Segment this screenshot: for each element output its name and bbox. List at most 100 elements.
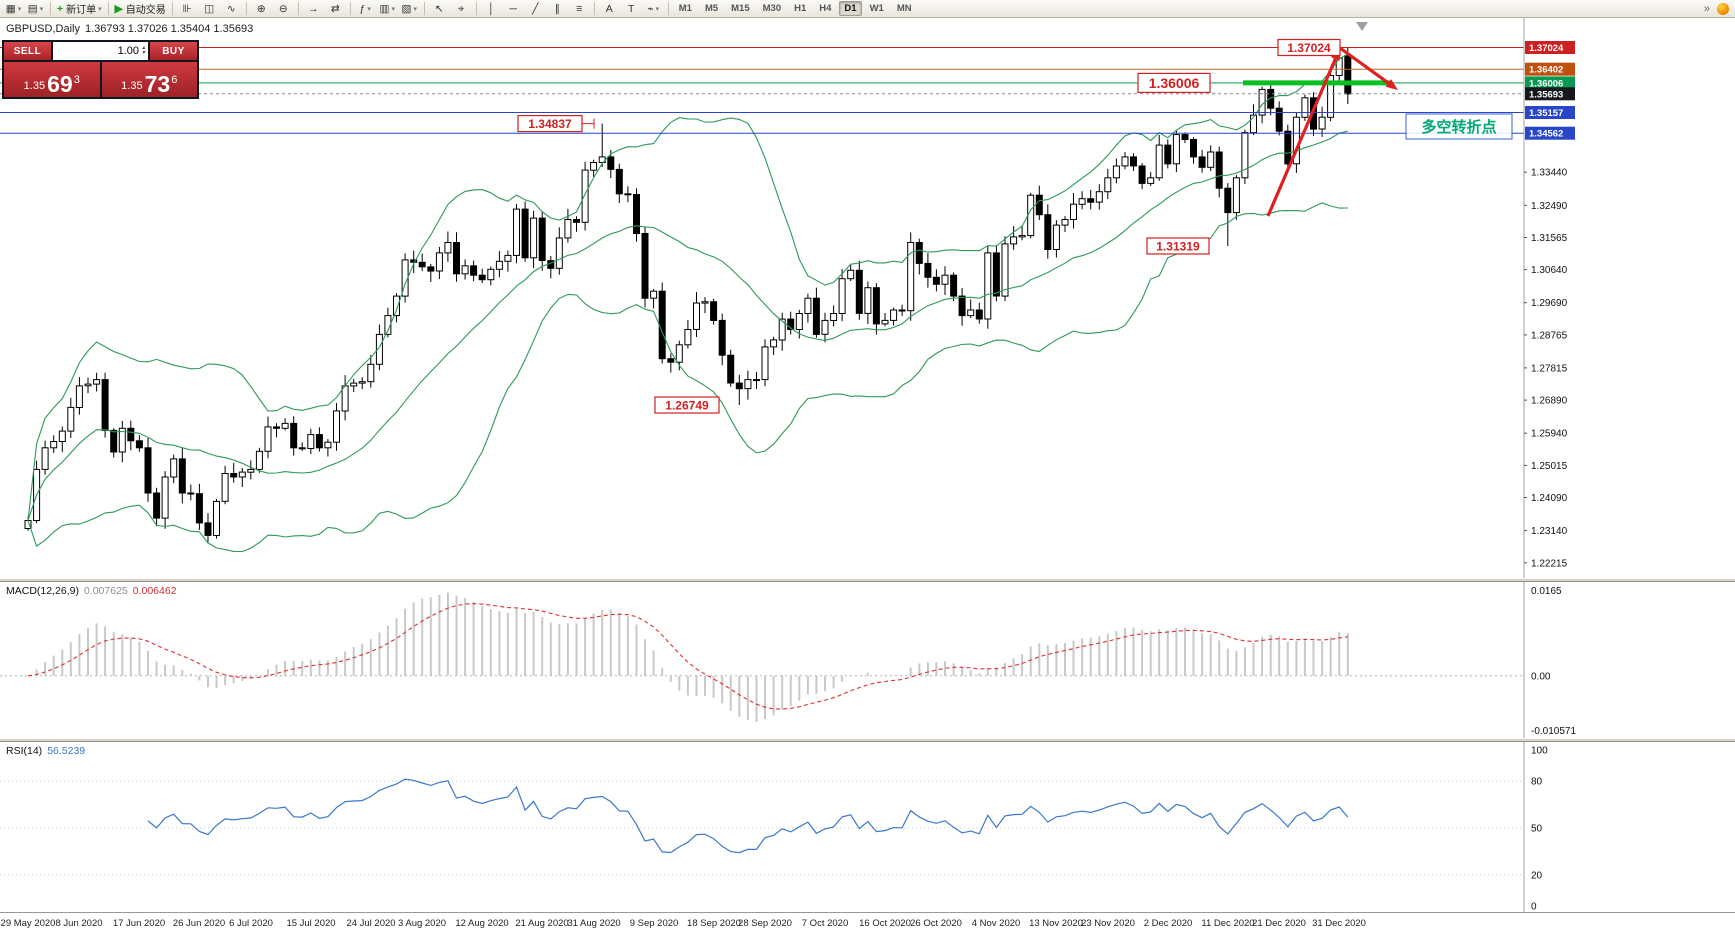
candlestick-chart-button[interactable]: ◫ xyxy=(199,1,220,16)
bar-chart-button[interactable]: ⊪ xyxy=(177,1,198,16)
equidistant-channel-button[interactable]: ∥ xyxy=(547,1,568,16)
text-label-button[interactable]: T xyxy=(621,1,642,16)
chevron-down-icon[interactable]: ▾ xyxy=(17,5,22,13)
autotrading-button[interactable]: ▶ 自动交易 xyxy=(113,1,168,17)
date-tick-label: 18 Sep 2020 xyxy=(687,918,741,929)
bollinger-bands xyxy=(27,53,1349,553)
bollinger-upper-line xyxy=(27,53,1349,521)
price-callout-label[interactable]: 1.36006 xyxy=(1137,72,1211,94)
account-avatar-icon[interactable] xyxy=(1717,2,1729,15)
toolbar-overflow-icon[interactable]: » xyxy=(1703,2,1710,15)
date-tick-label: 2 Dec 2020 xyxy=(1143,918,1193,929)
price-axis-tag: 1.35693 xyxy=(1525,87,1575,101)
date-tick-label: 26 Jun 2020 xyxy=(172,918,226,929)
chevron-down-icon[interactable]: ▾ xyxy=(98,5,102,13)
volume-field[interactable]: 1.00 ▴ ▾ xyxy=(53,42,148,60)
zoom-out-button[interactable]: ⊖ xyxy=(273,1,294,16)
timeframe-m1-button[interactable]: M1 xyxy=(678,3,692,14)
svg-text:1.37024: 1.37024 xyxy=(1529,43,1564,54)
chevron-down-icon[interactable]: ▾ xyxy=(391,5,395,13)
bid-price[interactable]: 1.35 69 3 xyxy=(4,62,100,97)
new-order-button[interactable]: + 新订单 ▾ xyxy=(55,1,104,17)
chevron-down-icon[interactable]: ▾ xyxy=(367,5,371,13)
chart-shift-button[interactable]: ⇄ xyxy=(325,1,346,16)
date-tick-label: 31 Dec 2020 xyxy=(1312,918,1366,929)
new-chart-button[interactable]: ▦ ▾ xyxy=(3,1,24,16)
timeframe-m15-button[interactable]: M15 xyxy=(731,3,750,14)
time-axis[interactable]: 29 May 2020 8 Jun 2020 17 Jun 2020 26 Jun 2… xyxy=(0,912,1735,944)
crosshair-button[interactable]: ⌖ xyxy=(451,1,472,16)
date-tick-label: 12 Aug 2020 xyxy=(455,918,509,929)
line-chart-button[interactable]: ∿ xyxy=(221,1,242,16)
auto-scroll-button[interactable]: → xyxy=(303,1,324,16)
rsi-panel-canvas[interactable]: 100 80 50 20 0 xyxy=(0,742,1735,912)
timeframe-m30-button[interactable]: M30 xyxy=(762,3,782,14)
volume-down-icon[interactable]: ▾ xyxy=(141,50,145,56)
date-tick-label: 24 Jul 2020 xyxy=(346,918,396,929)
chart-shift-marker[interactable] xyxy=(1356,22,1368,31)
svg-text:1.34837: 1.34837 xyxy=(528,117,572,131)
svg-text:1.33440: 1.33440 xyxy=(1531,168,1568,179)
timeframe-w1-button[interactable]: W1 xyxy=(869,3,884,14)
price-axis[interactable]: 1.33440 1.32490 1.31565 1.30640 1.29690 1.287… xyxy=(1523,18,1575,578)
date-tick-label: 21 Dec 2020 xyxy=(1252,918,1306,929)
text-label-icon: T xyxy=(628,2,635,15)
svg-text:1.36006: 1.36006 xyxy=(1149,75,1200,91)
profiles-button[interactable]: ▤ ▾ xyxy=(25,1,46,16)
chevron-down-icon[interactable]: ▾ xyxy=(413,5,417,13)
arrows-icon: ⌁ xyxy=(647,2,654,15)
main-chart-canvas[interactable]: 1.37024 1.36006 1.34837 1.31319 1.26749 多空转折点… xyxy=(0,18,1735,578)
indicators-list-button[interactable]: ƒ ▾ xyxy=(355,1,376,16)
timeframe-m5-button[interactable]: M5 xyxy=(704,3,719,14)
rsi-axis[interactable]: 100 80 50 20 0 xyxy=(1523,742,1548,912)
toolbar-separator xyxy=(107,2,109,15)
timeframe-h1-button[interactable]: H1 xyxy=(794,3,807,14)
horizontal-line-icon: ─ xyxy=(509,2,517,15)
volume-stepper[interactable]: ▴ ▾ xyxy=(141,45,145,56)
cursor-button[interactable]: ↖ xyxy=(429,1,450,16)
volume-up-icon[interactable]: ▴ xyxy=(141,45,145,51)
price-axis-tag: 1.36402 xyxy=(1525,62,1575,76)
text-icon: A xyxy=(605,2,613,15)
timeframe-d1-button[interactable]: D1 xyxy=(839,1,862,16)
ask-price[interactable]: 1.35 73 6 xyxy=(101,62,197,97)
rsi-line xyxy=(147,778,1349,854)
fibonacci-button[interactable]: ≡ xyxy=(569,1,590,16)
macd-axis[interactable]: 0.0165 0.00 -0.010571 xyxy=(1523,582,1576,738)
price-callout-label[interactable]: 1.26749 xyxy=(654,396,720,414)
chart-title: GBPUSD,Daily 1.36793 1.37026 1.35404 1.35… xyxy=(6,23,258,35)
trend-arrow[interactable] xyxy=(1339,46,1398,90)
svg-text:1.26749: 1.26749 xyxy=(665,398,709,412)
price-callout-label[interactable]: 1.31319 xyxy=(1146,237,1210,255)
date-tick-label: 7 Oct 2020 xyxy=(801,918,849,929)
period-list-button[interactable]: ▥ ▾ xyxy=(377,1,398,16)
panel-separator[interactable] xyxy=(0,578,1735,582)
svg-text:1.23140: 1.23140 xyxy=(1531,526,1568,537)
toolbar: ▦ ▾ ▤ ▾ + 新订单 ▾ ▶ 自动交易 ⊪ ◫ ∿ ⊕ ⊖ → ⇄ ƒ ▾ ▥ ▾ ▧ ▾ ↖ ⌖ │ ─ ╱ ∥ ≡ A T ⌁ ▾ M1… xyxy=(0,0,1735,18)
date-tick-label: 28 Sep 2020 xyxy=(738,918,792,929)
timeframe-h4-button[interactable]: H4 xyxy=(819,3,832,14)
buy-button[interactable]: BUY xyxy=(150,42,197,60)
chevron-down-icon[interactable]: ▾ xyxy=(655,5,660,13)
chevron-down-icon[interactable]: ▾ xyxy=(39,5,44,13)
vertical-line-button[interactable]: │ xyxy=(481,1,502,16)
date-tick-label: 8 Jun 2020 xyxy=(55,918,103,929)
zoom-in-button[interactable]: ⊕ xyxy=(251,1,272,16)
timeframe-mn-button[interactable]: MN xyxy=(896,3,912,14)
bollinger-lower-line xyxy=(27,202,1348,553)
annotation-note[interactable]: 多空转折点 xyxy=(1405,113,1513,140)
horizontal-line-button[interactable]: ─ xyxy=(503,1,524,16)
panel-separator[interactable] xyxy=(0,738,1735,742)
trendline-button[interactable]: ╱ xyxy=(525,1,546,16)
svg-text:1.29690: 1.29690 xyxy=(1531,298,1568,309)
text-button[interactable]: A xyxy=(599,1,620,16)
arrows-button[interactable]: ⌁ ▾ xyxy=(643,1,664,16)
sell-button[interactable]: SELL xyxy=(4,42,51,60)
macd-panel-canvas[interactable]: 0.0165 0.00 -0.010571 xyxy=(0,582,1735,738)
templates-button[interactable]: ▧ ▾ xyxy=(399,1,420,16)
svg-text:1.28765: 1.28765 xyxy=(1531,330,1568,341)
price-callout-label[interactable]: 1.37024 xyxy=(1277,38,1341,57)
crosshair-icon: ⌖ xyxy=(458,2,465,15)
price-callout-label[interactable]: 1.34837 xyxy=(517,114,595,133)
date-tick-label: 17 Jun 2020 xyxy=(112,918,166,929)
